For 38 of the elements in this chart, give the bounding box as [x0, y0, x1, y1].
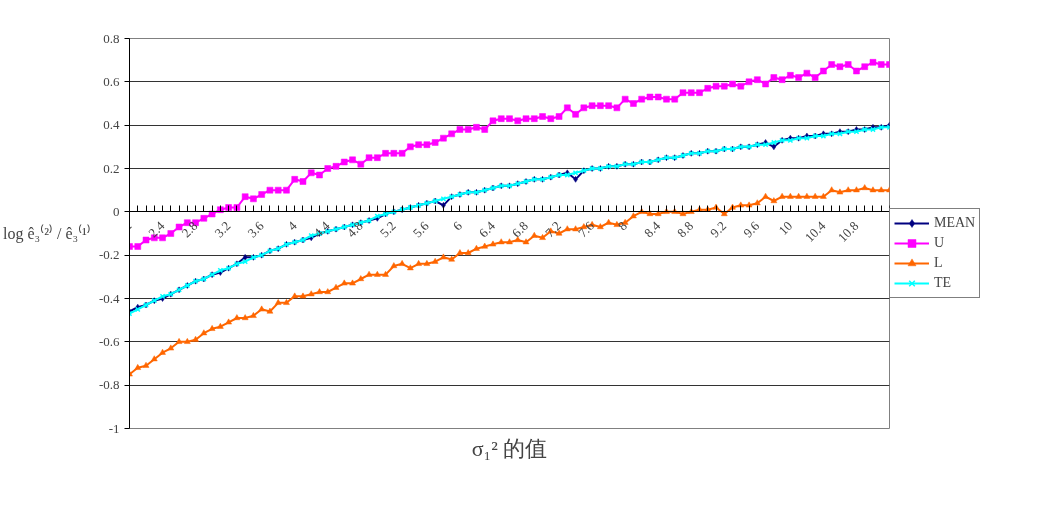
- y-tick-label: -1: [108, 420, 120, 436]
- x-tick-label: 5.6: [409, 217, 433, 241]
- y-tick-label: -0.2: [98, 247, 120, 263]
- x-tick-label: 8: [614, 218, 631, 234]
- x-tick-label: 6.4: [475, 217, 499, 241]
- y-axis-title: log ê₃⁽²⁾ / ê₃⁽¹⁾: [3, 224, 91, 243]
- x-tick-label: 10.4: [801, 217, 829, 245]
- x-tick-label: 9.2: [707, 218, 730, 241]
- legend-label: U: [934, 235, 946, 251]
- x-tick-label: 2.4: [145, 217, 168, 241]
- x-tick-label: 3.2: [211, 218, 234, 241]
- y-tick-label: 0.6: [103, 73, 120, 89]
- x-tick-label: 4.8: [343, 218, 366, 241]
- x-tick-label: 7.2: [541, 218, 565, 241]
- y-tick-label: -0.4: [98, 290, 120, 306]
- y-tick-label: -0.8: [98, 377, 120, 393]
- x-tick-label: 10.8: [834, 218, 862, 245]
- legend-label: MEAN: [934, 215, 976, 231]
- x-tick-label: 2.8: [178, 218, 201, 241]
- y-tick-label: 0.8: [103, 30, 120, 46]
- x-tick-label: 10: [775, 218, 796, 238]
- x-tick-label: 5.2: [376, 218, 399, 241]
- x-tick-label: 8.4: [641, 217, 664, 241]
- y-tick-label: 0: [113, 203, 120, 219]
- x-tick-label: 9.6: [740, 217, 763, 241]
- x-tick-label: 6: [449, 217, 466, 234]
- y-tick-label: -0.6: [98, 333, 120, 349]
- x-tick-label: 4: [284, 217, 301, 234]
- legend-label: TE: [934, 275, 953, 291]
- x-tick-label: 8.8: [674, 218, 697, 241]
- x-axis-title: σ₁² 的值: [471, 435, 548, 461]
- x-tick-label: 7.6: [574, 217, 598, 241]
- y-tick-label: 0.2: [103, 160, 120, 176]
- legend-label: L: [934, 255, 944, 271]
- x-tick-label: 6.8: [508, 218, 531, 241]
- y-tick-label: 0.4: [103, 117, 120, 133]
- x-tick-label: 4.4: [310, 217, 334, 241]
- x-tick-label: 3.6: [244, 217, 267, 241]
